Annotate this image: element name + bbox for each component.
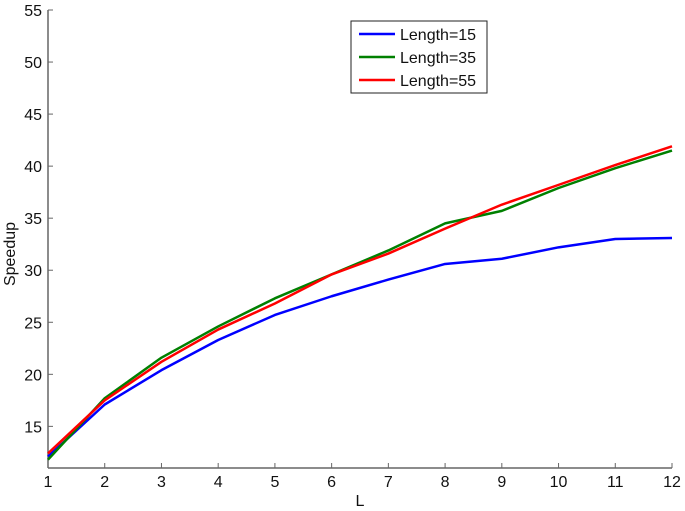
x-tick-label: 5 [270, 474, 279, 491]
y-tick-label: 15 [24, 419, 42, 436]
x-tick-label: 8 [441, 474, 450, 491]
y-tick-label: 20 [24, 367, 42, 384]
x-tick-label: 12 [663, 474, 681, 491]
x-tick-label: 3 [157, 474, 166, 491]
x-tick-label: 9 [497, 474, 506, 491]
y-tick-label: 30 [24, 263, 42, 280]
series-line [47, 145, 673, 455]
x-tick-label: 2 [100, 474, 109, 491]
x-tick-label: 4 [214, 474, 223, 491]
x-tick-label: 11 [607, 474, 624, 491]
y-tick-label: 40 [24, 159, 42, 176]
x-axis-label: L [356, 493, 365, 510]
legend-label: Length=55 [400, 73, 476, 90]
y-tick-label: 55 [24, 3, 42, 20]
y-tick-label: 50 [24, 55, 42, 72]
y-tick-label: 45 [24, 107, 42, 124]
series-line [47, 149, 673, 461]
y-tick-label: 25 [24, 315, 42, 332]
x-tick-label: 6 [327, 474, 336, 491]
x-tick-label: 10 [550, 474, 568, 491]
x-tick-label: 7 [384, 474, 393, 491]
series-line [47, 236, 673, 458]
x-tick-label: 1 [44, 474, 53, 491]
y-axis-label: Speedup [2, 222, 19, 286]
legend-label: Length=35 [400, 50, 476, 67]
legend-label: Length=15 [400, 27, 476, 44]
y-tick-label: 35 [24, 211, 42, 228]
